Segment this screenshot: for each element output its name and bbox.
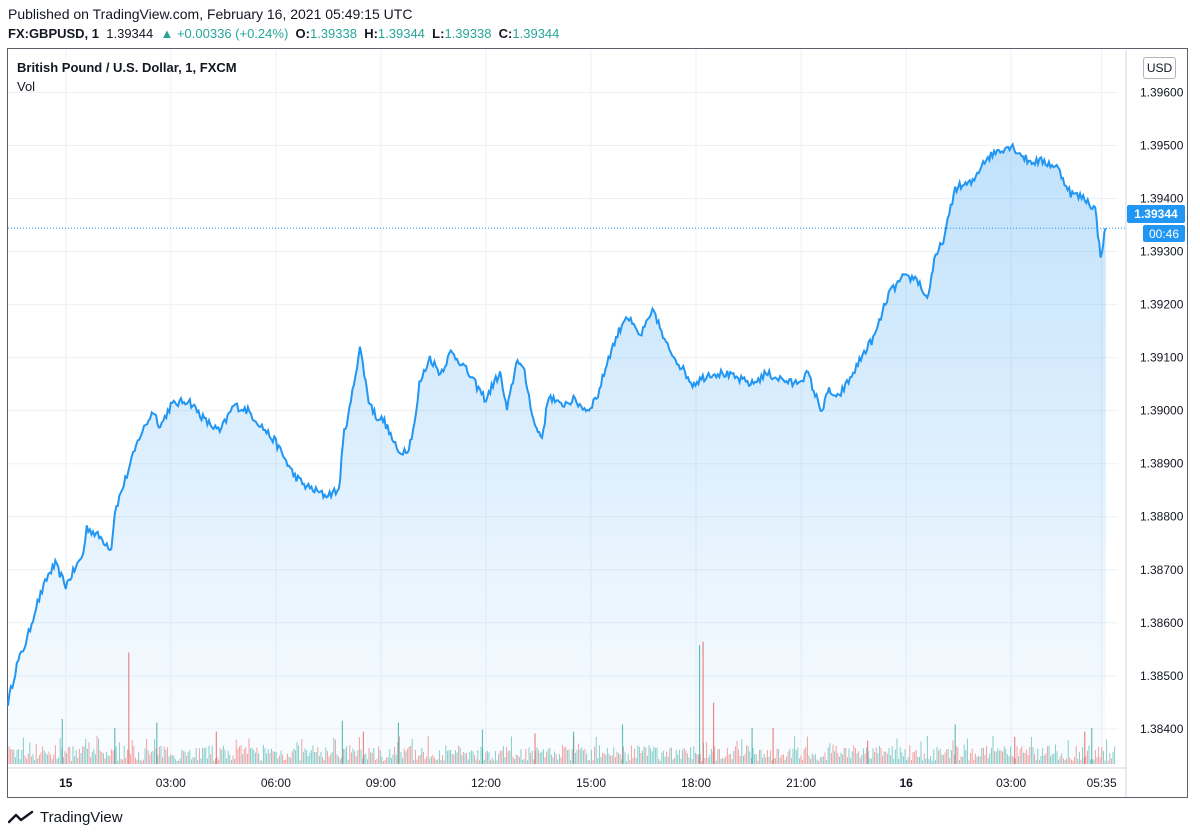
- price-axis-label: 1.39344 00:46: [1127, 205, 1185, 242]
- bar-countdown: 00:46: [1149, 227, 1179, 241]
- x-tick-label: 15:00: [576, 776, 606, 790]
- price-change: ▲ +0.00336 (+0.24%): [160, 26, 289, 41]
- series-title: British Pound / U.S. Dollar, 1, FXCM: [17, 60, 237, 75]
- low-value: 1.39338: [444, 26, 492, 41]
- x-tick-label: 15: [59, 776, 73, 790]
- x-tick-label: 06:00: [261, 776, 291, 790]
- close-value: 1.39344: [512, 26, 560, 41]
- currency-button[interactable]: USD: [1143, 57, 1176, 79]
- x-tick-label: 18:00: [681, 776, 711, 790]
- tradingview-logo-icon: [8, 810, 34, 823]
- x-tick-label: 12:00: [471, 776, 501, 790]
- x-tick-label: 21:00: [786, 776, 816, 790]
- x-tick-label: 09:00: [366, 776, 396, 790]
- y-tick-label: 1.39500: [1140, 138, 1184, 152]
- open-value: 1.39338: [309, 26, 357, 41]
- y-tick-label: 1.38800: [1140, 510, 1184, 524]
- high-value: 1.39344: [377, 26, 425, 41]
- high-label: H:: [364, 26, 378, 41]
- y-tick-label: 1.38600: [1140, 616, 1184, 630]
- y-tick-label: 1.39400: [1140, 192, 1184, 206]
- brand-name: TradingView: [40, 809, 123, 826]
- y-tick-label: 1.38400: [1140, 722, 1184, 736]
- chart-frame: [7, 48, 1188, 798]
- volume-legend: Vol: [17, 79, 36, 94]
- y-tick-label: 1.38700: [1140, 563, 1184, 577]
- y-tick-label: 1.38900: [1140, 457, 1184, 471]
- low-label: L:: [432, 26, 445, 41]
- x-tick-label: 16: [899, 776, 913, 790]
- y-tick-label: 1.39300: [1140, 245, 1184, 259]
- ohlc-header: FX:GBPUSD, 1 1.39344 ▲ +0.00336 (+0.24%)…: [8, 26, 559, 41]
- close-label: C:: [498, 26, 513, 41]
- x-tick-label: 03:00: [156, 776, 186, 790]
- y-tick-label: 1.38500: [1140, 669, 1184, 683]
- footer-brand[interactable]: TradingView: [8, 809, 123, 826]
- y-tick-label: 1.39200: [1140, 298, 1184, 312]
- price-area-fill: [8, 144, 1106, 766]
- open-label: O:: [295, 26, 310, 41]
- x-tick-label: 03:00: [996, 776, 1026, 790]
- last-price: 1.39344: [106, 26, 154, 41]
- y-tick-label: 1.39100: [1140, 351, 1184, 365]
- y-tick-label: 1.39000: [1140, 404, 1184, 418]
- y-tick-label: 1.39600: [1140, 85, 1184, 99]
- published-note: Published on TradingView.com, February 1…: [8, 6, 413, 22]
- symbol[interactable]: FX:GBPUSD, 1: [8, 26, 100, 41]
- last-price-label: 1.39344: [1134, 207, 1178, 221]
- price-line: [7, 142, 1107, 706]
- x-tick-label: 05:35: [1087, 776, 1117, 790]
